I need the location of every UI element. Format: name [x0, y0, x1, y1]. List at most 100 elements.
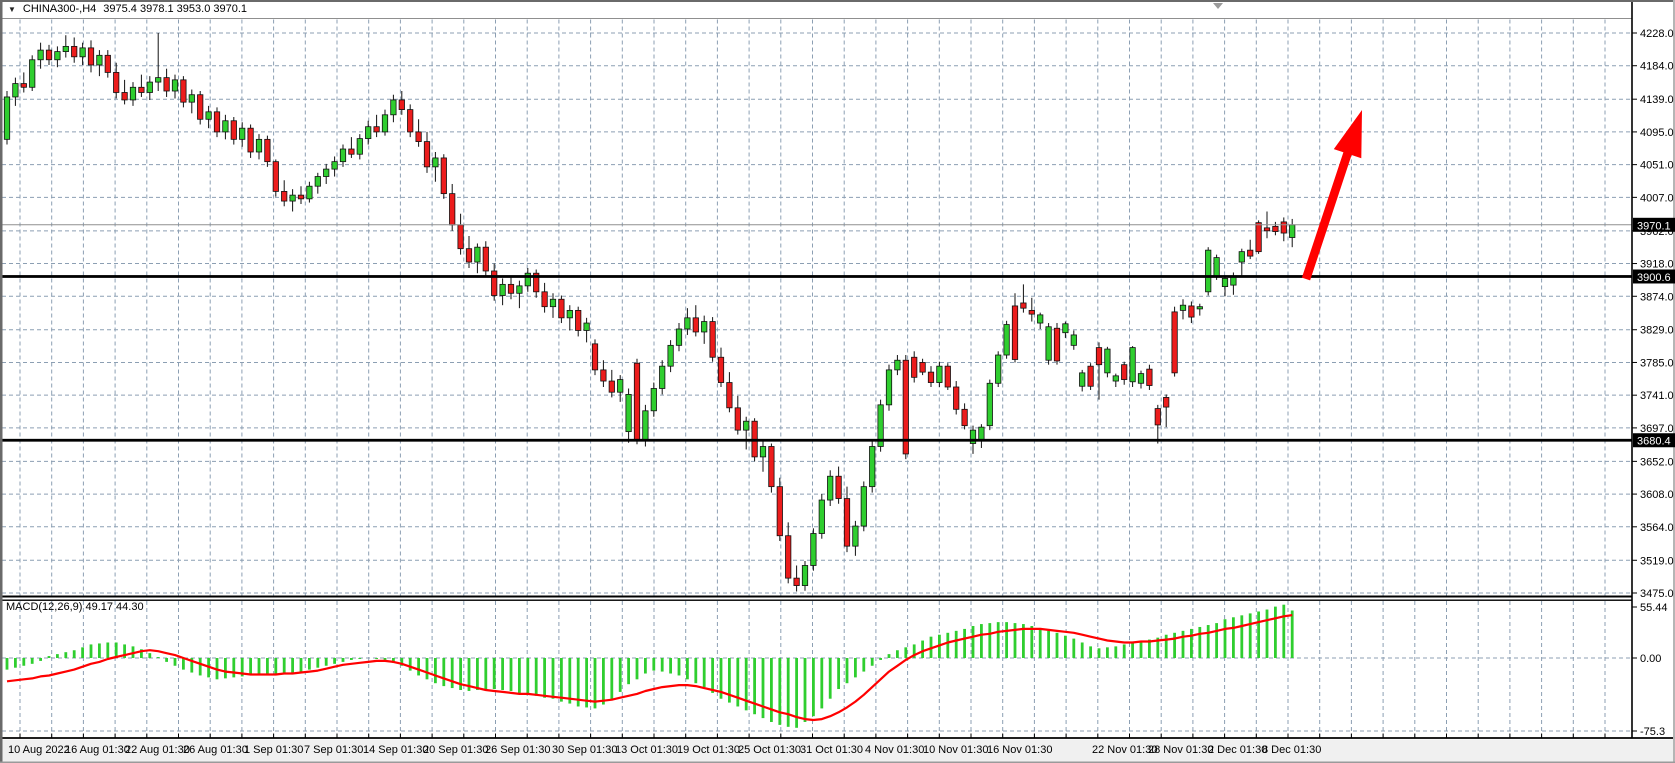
- macd-histogram-bar: [22, 658, 26, 666]
- symbol-period-label: CHINA300-,H4: [22, 3, 97, 15]
- macd-histogram-bar: [1089, 646, 1092, 658]
- trend-arrow[interactable]: [1301, 110, 1362, 281]
- macd-histogram-bar: [1274, 606, 1277, 658]
- macd-histogram-bar: [585, 658, 588, 708]
- price-axis-label: 3652.0: [1640, 456, 1674, 468]
- bull-candle: [365, 126, 372, 140]
- bull-candle: [54, 51, 61, 61]
- bear-candle: [776, 486, 783, 537]
- bear-candle: [1121, 364, 1128, 380]
- price-axis-label: 3519.0: [1640, 555, 1674, 567]
- bull-candle: [129, 86, 137, 101]
- bear-candle: [944, 365, 951, 388]
- macd-histogram-bar: [140, 649, 143, 658]
- price-axis-label: 4184.0: [1640, 61, 1674, 73]
- macd-histogram-bar: [148, 653, 152, 658]
- bear-candle: [1163, 397, 1170, 408]
- bull-candle: [1289, 224, 1296, 238]
- bull-candle: [1205, 249, 1212, 293]
- bear-candle: [104, 54, 111, 73]
- bull-candle: [1062, 323, 1069, 334]
- macd-histogram-bar: [316, 658, 320, 668]
- price-axis-label: 3918.0: [1640, 259, 1674, 271]
- date-axis-label: 26 Aug 01:30: [183, 744, 248, 756]
- macd-histogram-bar: [534, 658, 538, 696]
- support-line[interactable]: [0, 438, 1632, 442]
- macd-histogram-bar: [1122, 644, 1126, 658]
- bear-candle: [20, 83, 27, 88]
- bear-candle: [591, 343, 599, 371]
- macd-histogram-bar: [30, 658, 34, 664]
- macd-histogram-bar: [156, 657, 160, 658]
- bull-candle: [289, 194, 296, 202]
- macd-histogram-bar: [1232, 617, 1235, 658]
- level-badge-text: 3680.4: [1637, 436, 1671, 448]
- macd-histogram-bar: [627, 658, 630, 685]
- bear-candle: [71, 45, 78, 58]
- price-axis-label: 4007.0: [1640, 192, 1674, 204]
- bull-candle: [171, 79, 179, 92]
- price-axis-label: 3741.0: [1640, 390, 1674, 402]
- macd-histogram-bar: [543, 658, 546, 698]
- price-axis-label: 3829.0: [1640, 325, 1674, 337]
- macd-histogram-bar: [660, 658, 664, 672]
- bull-candle: [675, 328, 683, 346]
- macd-histogram-bar: [509, 658, 513, 691]
- resistance-line[interactable]: [0, 275, 1632, 278]
- macd-histogram-bar: [64, 652, 68, 658]
- bear-candle: [113, 72, 120, 93]
- macd-histogram-bar: [1047, 630, 1050, 658]
- macd-histogram-bar: [1005, 622, 1008, 658]
- macd-histogram-bar: [576, 658, 580, 707]
- macd-histogram-bar: [946, 632, 950, 658]
- bull-candle: [860, 486, 867, 527]
- bear-candle: [423, 141, 431, 168]
- panel-separator: [0, 595, 1632, 598]
- macd-histogram-bar: [392, 658, 395, 663]
- level-badge-text: 3900.6: [1637, 272, 1671, 284]
- macd-histogram-bar: [324, 658, 328, 666]
- macd-histogram-bar: [1198, 626, 1202, 658]
- bear-candle: [373, 126, 380, 133]
- macd-histogram-bar: [182, 658, 185, 670]
- bull-candle: [667, 344, 674, 367]
- bear-candle: [457, 224, 464, 250]
- date-axis-label: 26 Sep 01:30: [485, 744, 550, 756]
- macd-histogram-bar: [786, 658, 790, 727]
- bull-candle: [12, 83, 19, 98]
- macd-histogram-bar: [1097, 648, 1101, 658]
- date-axis-label: 22 Aug 01:30: [125, 744, 190, 756]
- bull-candle: [583, 322, 590, 331]
- bull-candle: [810, 533, 817, 566]
- bull-candle: [390, 99, 397, 116]
- macd-histogram-bar: [526, 658, 530, 694]
- bear-candle: [533, 272, 540, 293]
- macd-histogram-bar: [14, 658, 17, 668]
- bear-candle: [1280, 221, 1287, 234]
- bear-candle: [1095, 347, 1103, 366]
- macd-histogram-bar: [1013, 623, 1017, 658]
- window-frame-right: [1673, 0, 1675, 763]
- bull-candle: [827, 475, 834, 501]
- macd-histogram-bar: [467, 658, 471, 691]
- macd-histogram-bar: [375, 658, 378, 659]
- macd-histogram-bar: [1080, 642, 1084, 658]
- bear-candle: [281, 191, 288, 202]
- macd-histogram-bar: [761, 658, 765, 719]
- date-axis-label: 4 Nov 01:30: [865, 744, 924, 756]
- bear-candle: [491, 270, 498, 296]
- bull-candle: [818, 499, 825, 534]
- bear-candle: [197, 94, 204, 120]
- bear-candle: [1272, 225, 1279, 232]
- macd-histogram-bar: [308, 658, 311, 670]
- macd-histogram-bar: [1030, 626, 1034, 658]
- symbol-dropdown-icon[interactable]: ▼: [8, 4, 16, 14]
- macd-histogram-bar: [1055, 632, 1059, 658]
- macd-histogram-bar: [1064, 635, 1067, 658]
- date-axis-label: 10 Aug 2022: [8, 744, 70, 756]
- level-badge: [1633, 269, 1675, 284]
- bear-candle: [793, 577, 800, 586]
- price-axis-label: 4228.0: [1640, 28, 1674, 40]
